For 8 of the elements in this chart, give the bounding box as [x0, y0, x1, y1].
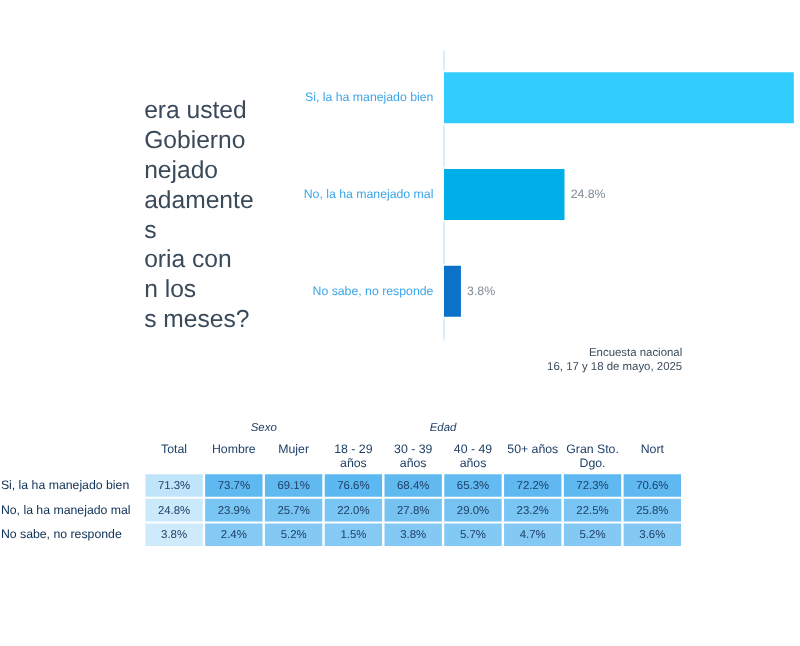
text: adamente [144, 185, 254, 214]
text: s meses? [144, 305, 250, 334]
text: s [144, 215, 157, 244]
text: nejado [144, 155, 219, 184]
text: oria con [144, 245, 232, 274]
text: n los [144, 275, 197, 304]
text: era usted [144, 96, 248, 125]
text: Gobierno [144, 125, 246, 154]
